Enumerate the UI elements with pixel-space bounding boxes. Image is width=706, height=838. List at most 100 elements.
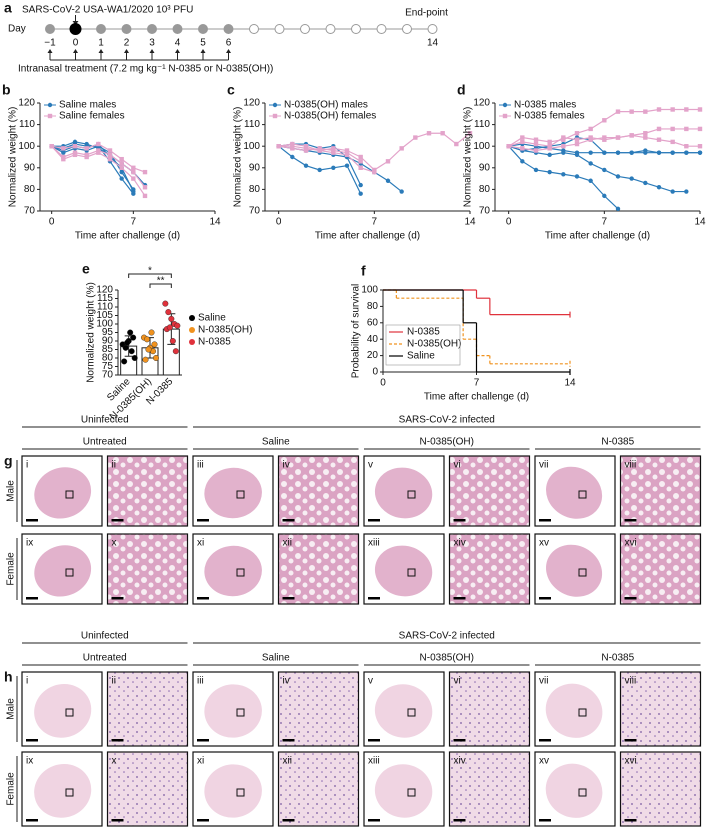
data-point (131, 165, 136, 170)
data-point (399, 146, 404, 151)
y-tick-label: 90 (249, 162, 261, 173)
data-point (372, 169, 377, 175)
data-point (684, 126, 689, 132)
timeline-day (325, 24, 336, 34)
tissue-section (374, 684, 433, 738)
data-point (84, 154, 89, 160)
timeline-day (45, 24, 55, 34)
data-point (358, 191, 363, 196)
data-point (148, 329, 155, 336)
data-point (629, 176, 634, 181)
data-point (122, 344, 129, 351)
data-point (670, 150, 675, 155)
weight-line (508, 145, 687, 193)
end-day: 14 (427, 38, 439, 49)
y-tick-label: 80 (102, 353, 114, 364)
data-point (119, 165, 124, 170)
y-tick-label: 100 (243, 141, 260, 152)
panel-numeral: v (368, 460, 373, 471)
panel-letter: g (4, 453, 13, 469)
timeline-day (427, 24, 438, 34)
row-label: Male (6, 480, 17, 502)
micrograph (277, 533, 360, 605)
inset-box (236, 490, 245, 499)
scale-bar (624, 819, 637, 822)
y-tick-label: 110 (97, 302, 113, 313)
y-tick-label: 120 (18, 98, 35, 109)
x-tick-label: 0 (276, 217, 282, 228)
panel-numeral: ix (26, 756, 33, 767)
data-point (107, 156, 113, 162)
data-point (131, 176, 136, 181)
panel-numeral: iv (283, 460, 290, 471)
scale-bar (453, 819, 466, 822)
legend-box (385, 324, 461, 366)
micrograph (106, 533, 189, 605)
tissue-section (204, 467, 262, 519)
timeline-day (274, 24, 285, 34)
inset-box (65, 490, 74, 499)
panel-numeral: vii (539, 676, 548, 687)
y-tick-label: 100 (96, 319, 113, 330)
data-point (643, 180, 648, 186)
y-tick-label: 80 (24, 184, 36, 195)
timeline-day (96, 24, 106, 34)
legend-label: N-0385(OH) (198, 325, 252, 336)
scale-bar (197, 597, 209, 600)
micrograph (619, 455, 702, 527)
scale-bar (197, 519, 209, 522)
data-point (602, 150, 607, 155)
data-point (142, 185, 148, 190)
tissue-section (374, 764, 433, 818)
legend-label: Saline (407, 351, 435, 362)
data-point (413, 135, 418, 140)
data-point (602, 167, 607, 173)
data-point (276, 144, 281, 149)
y-tick-label: 40 (367, 334, 379, 345)
data-point (317, 146, 322, 151)
group-header: SARS-CoV-2 infected (399, 415, 495, 426)
arrow-head (200, 49, 206, 53)
inset-box (407, 708, 416, 717)
data-point (588, 126, 593, 132)
y-tick-label: 70 (24, 206, 36, 217)
timeline-day (376, 24, 387, 34)
x-tick-label: 7 (372, 217, 378, 228)
group-subheader: Saline (262, 437, 290, 448)
data-point (162, 300, 169, 307)
data-point (656, 150, 662, 155)
data-point (602, 193, 607, 199)
y-tick-label: 70 (249, 206, 261, 217)
y-tick-label: 110 (474, 119, 490, 130)
y-tick-label: 85 (102, 344, 114, 355)
y-tick-label: 110 (19, 119, 35, 130)
y-tick-label: 60 (367, 317, 379, 328)
endpoint-label: End-point (405, 8, 448, 19)
panel-letter: a (4, 0, 12, 16)
data-point (385, 159, 391, 164)
data-point (130, 334, 137, 341)
x-axis-label: Time after challenge (d) (315, 231, 420, 242)
data-point (84, 141, 89, 147)
data-point (290, 154, 295, 160)
significance-label: ** (157, 276, 165, 287)
data-point (72, 144, 78, 149)
data-point (629, 109, 634, 114)
group-header: Uninfected (81, 631, 129, 642)
data-point (533, 141, 539, 147)
data-point (121, 358, 128, 365)
panel-numeral: v (368, 676, 373, 687)
x-tick-label: 7 (602, 217, 608, 228)
data-point (670, 189, 675, 194)
scale-bar (453, 597, 466, 600)
micrograph (448, 751, 531, 827)
data-point (656, 185, 662, 190)
scale-bar (111, 597, 124, 600)
scale-bar (453, 519, 466, 522)
group-subheader: N-0385 (601, 653, 634, 664)
arrow-head (175, 49, 180, 53)
data-point (358, 154, 363, 160)
panel-numeral: iv (283, 676, 290, 687)
scale-bar (368, 597, 380, 600)
infection-label: SARS-CoV-2 USA-WA1/2020 10³ PFU (22, 5, 193, 16)
